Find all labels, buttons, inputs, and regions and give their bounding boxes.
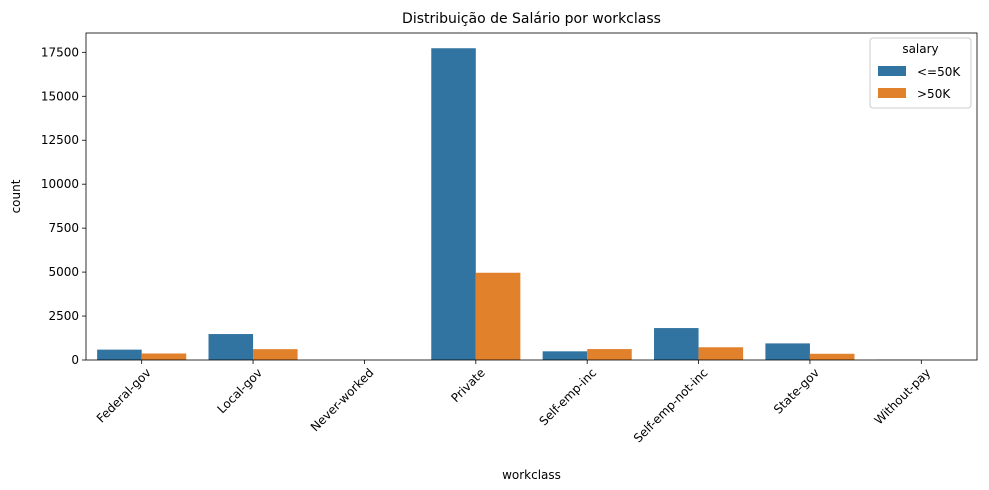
x-tick-label-self-emp-inc: Self-emp-inc: [536, 366, 599, 429]
y-axis-label: count: [9, 179, 23, 213]
y-tick-label: 10000: [41, 177, 79, 191]
legend-swatch-series-1: [878, 66, 906, 76]
y-tick-label: 17500: [41, 45, 79, 59]
bar-self-emp-not-inc-series-2: [698, 347, 744, 360]
legend-label-series-2: >50K: [917, 87, 951, 101]
chart-title: Distribuição de Salário por workclass: [402, 11, 661, 27]
bar-self-emp-not-inc-series-1: [654, 328, 699, 360]
x-tick-label-without-pay: Without-pay: [872, 366, 934, 428]
x-tick-label-local-gov: Local-gov: [215, 366, 266, 417]
x-tick-label-self-emp-not-inc: Self-emp-not-inc: [631, 366, 711, 446]
y-tick-label: 7500: [48, 221, 79, 235]
x-axis: Federal-gov Local-gov Never-worked Private S…: [94, 360, 933, 445]
bar-federal-gov-series-1: [97, 349, 142, 360]
legend-label-series-1: <=50K: [917, 65, 961, 79]
bar-local-gov-series-2: [253, 349, 298, 360]
y-tick-label: 2500: [48, 309, 79, 323]
legend-title: salary: [902, 42, 938, 56]
y-tick-label: 12500: [41, 133, 79, 147]
bar-private-series-1: [431, 48, 476, 361]
legend-swatch-series-2: [878, 88, 906, 98]
bar-private-series-2: [475, 272, 521, 360]
bar-state-gov-series-1: [765, 343, 810, 360]
x-axis-label: workclass: [502, 468, 561, 482]
x-tick-label-private: Private: [448, 366, 487, 405]
x-tick-label-never-worked: Never-worked: [308, 366, 377, 435]
plot-frame: [85, 32, 978, 361]
legend: salary <=50K >50K: [869, 37, 972, 109]
y-axis: 0 2500 5000 7500 10000 12500 15000 17500: [41, 45, 86, 367]
x-tick-label-federal-gov: Federal-gov: [94, 366, 154, 426]
y-tick-label: 15000: [41, 89, 79, 103]
bar-federal-gov-series-2: [141, 353, 187, 360]
bar-local-gov-series-1: [208, 334, 254, 360]
bars-layer: [97, 48, 922, 361]
bar-state-gov-series-2: [809, 353, 855, 360]
y-tick-label: 0: [71, 353, 79, 367]
bar-self-emp-inc-series-2: [587, 349, 632, 360]
y-tick-label: 5000: [48, 265, 79, 279]
x-tick-label-state-gov: State-gov: [771, 366, 822, 417]
bar-self-emp-inc-series-1: [542, 351, 588, 360]
